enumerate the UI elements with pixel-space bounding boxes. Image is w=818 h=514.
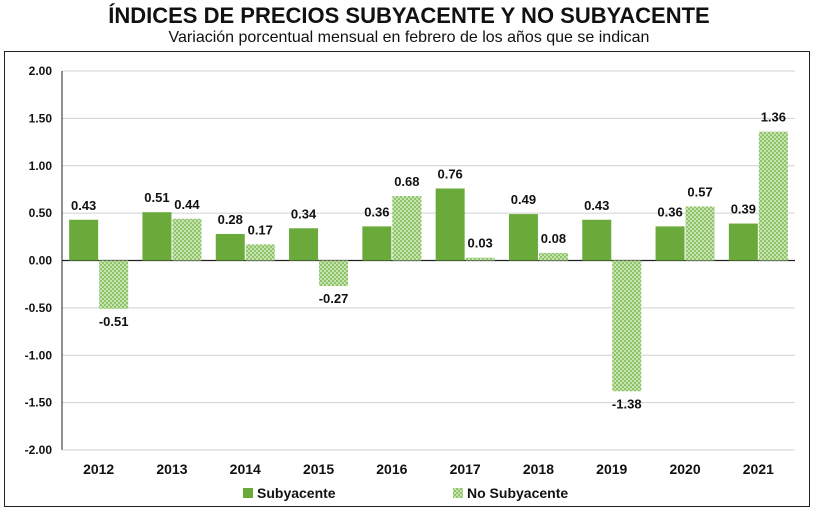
y-tick-label: -1.50	[25, 396, 53, 410]
x-tick-label: 2016	[376, 461, 407, 477]
bar-no-subyacente-2013	[172, 218, 202, 261]
x-tick-label: 2021	[743, 461, 774, 477]
data-label: 0.57	[687, 184, 712, 199]
y-tick-label: 1.50	[29, 111, 53, 125]
x-tick-label: 2018	[523, 461, 554, 477]
data-label: -1.38	[612, 396, 642, 411]
x-tick-label: 2020	[669, 461, 700, 477]
data-label: 1.36	[761, 110, 786, 125]
bar-no-subyacente-2020	[685, 206, 715, 261]
bar-subyacente-2014	[215, 233, 245, 261]
bar-subyacente-2013	[142, 212, 172, 261]
legend: Subyacente No Subyacente	[243, 485, 568, 501]
gridlines	[61, 70, 795, 451]
y-tick-label: -1.00	[25, 348, 53, 362]
bar-subyacente-2015	[289, 228, 319, 261]
data-label: 0.08	[541, 231, 566, 246]
data-label: 0.44	[174, 197, 200, 212]
bars	[69, 131, 788, 392]
bar-no-subyacente-2015	[319, 260, 349, 287]
data-label: -0.51	[99, 314, 129, 329]
bar-subyacente-2020	[655, 226, 685, 261]
legend-label-subyacente: Subyacente	[257, 485, 336, 501]
legend-swatch-no-subyacente	[453, 488, 463, 498]
chart-title: ÍNDICES DE PRECIOS SUBYACENTE Y NO SUBYA…	[108, 3, 710, 28]
bar-subyacente-2017	[435, 188, 465, 261]
data-label: 0.36	[364, 204, 389, 219]
bar-no-subyacente-2012	[99, 260, 129, 309]
bar-no-subyacente-2017	[465, 257, 495, 261]
data-labels: 0.43 -0.51 0.51 0.44 0.28 0.17 0.34 -0.27 0.36 0.…	[71, 110, 786, 412]
y-tick-label: 0.00	[29, 254, 53, 268]
chart-subtitle: Variación porcentual mensual en febrero …	[168, 29, 650, 46]
data-label: 0.03	[467, 236, 492, 251]
bar-no-subyacente-2019	[612, 260, 642, 392]
legend-swatch-subyacente	[243, 488, 253, 498]
y-tick-label: -2.00	[25, 443, 53, 457]
data-label: 0.34	[291, 206, 317, 221]
x-tick-label: 2012	[83, 461, 114, 477]
y-tick-label: 1.00	[29, 159, 53, 173]
x-axis-categories: 2012 2013 2014 2015 2016 2017 2018 2019 2020 2021	[83, 461, 774, 477]
legend-label-no-subyacente: No Subyacente	[467, 485, 568, 501]
data-label: 0.17	[248, 222, 273, 237]
data-label: 0.51	[144, 190, 169, 205]
bar-subyacente-2018	[508, 214, 538, 261]
data-label: 0.39	[731, 202, 756, 217]
data-label: 0.68	[394, 174, 419, 189]
x-tick-label: 2013	[156, 461, 187, 477]
data-label: -0.27	[319, 291, 349, 306]
y-tick-label: -0.50	[25, 301, 53, 315]
bar-subyacente-2012	[69, 219, 99, 261]
data-label: 0.36	[657, 204, 682, 219]
x-tick-label: 2014	[230, 461, 261, 477]
bar-no-subyacente-2021	[758, 131, 788, 261]
bar-no-subyacente-2014	[245, 244, 275, 261]
data-label: 0.43	[71, 198, 96, 213]
data-label: 0.43	[584, 198, 609, 213]
chart-frame	[4, 51, 810, 507]
y-axis-ticks: 2.00 1.50 1.00 0.50 0.00 -0.50 -1.00 -1.50 -2.00	[25, 64, 53, 457]
x-tick-label: 2019	[596, 461, 627, 477]
data-label: 0.49	[511, 192, 536, 207]
x-tick-label: 2017	[450, 461, 481, 477]
data-label: 0.28	[218, 212, 243, 227]
y-tick-label: 2.00	[29, 64, 53, 78]
data-label: 0.76	[437, 166, 462, 181]
bar-subyacente-2021	[728, 223, 758, 261]
bar-no-subyacente-2018	[538, 252, 568, 261]
x-tick-label: 2015	[303, 461, 334, 477]
bar-no-subyacente-2016	[392, 196, 422, 261]
bar-subyacente-2016	[362, 226, 392, 261]
bar-subyacente-2019	[582, 219, 612, 261]
y-tick-label: 0.50	[29, 206, 53, 220]
